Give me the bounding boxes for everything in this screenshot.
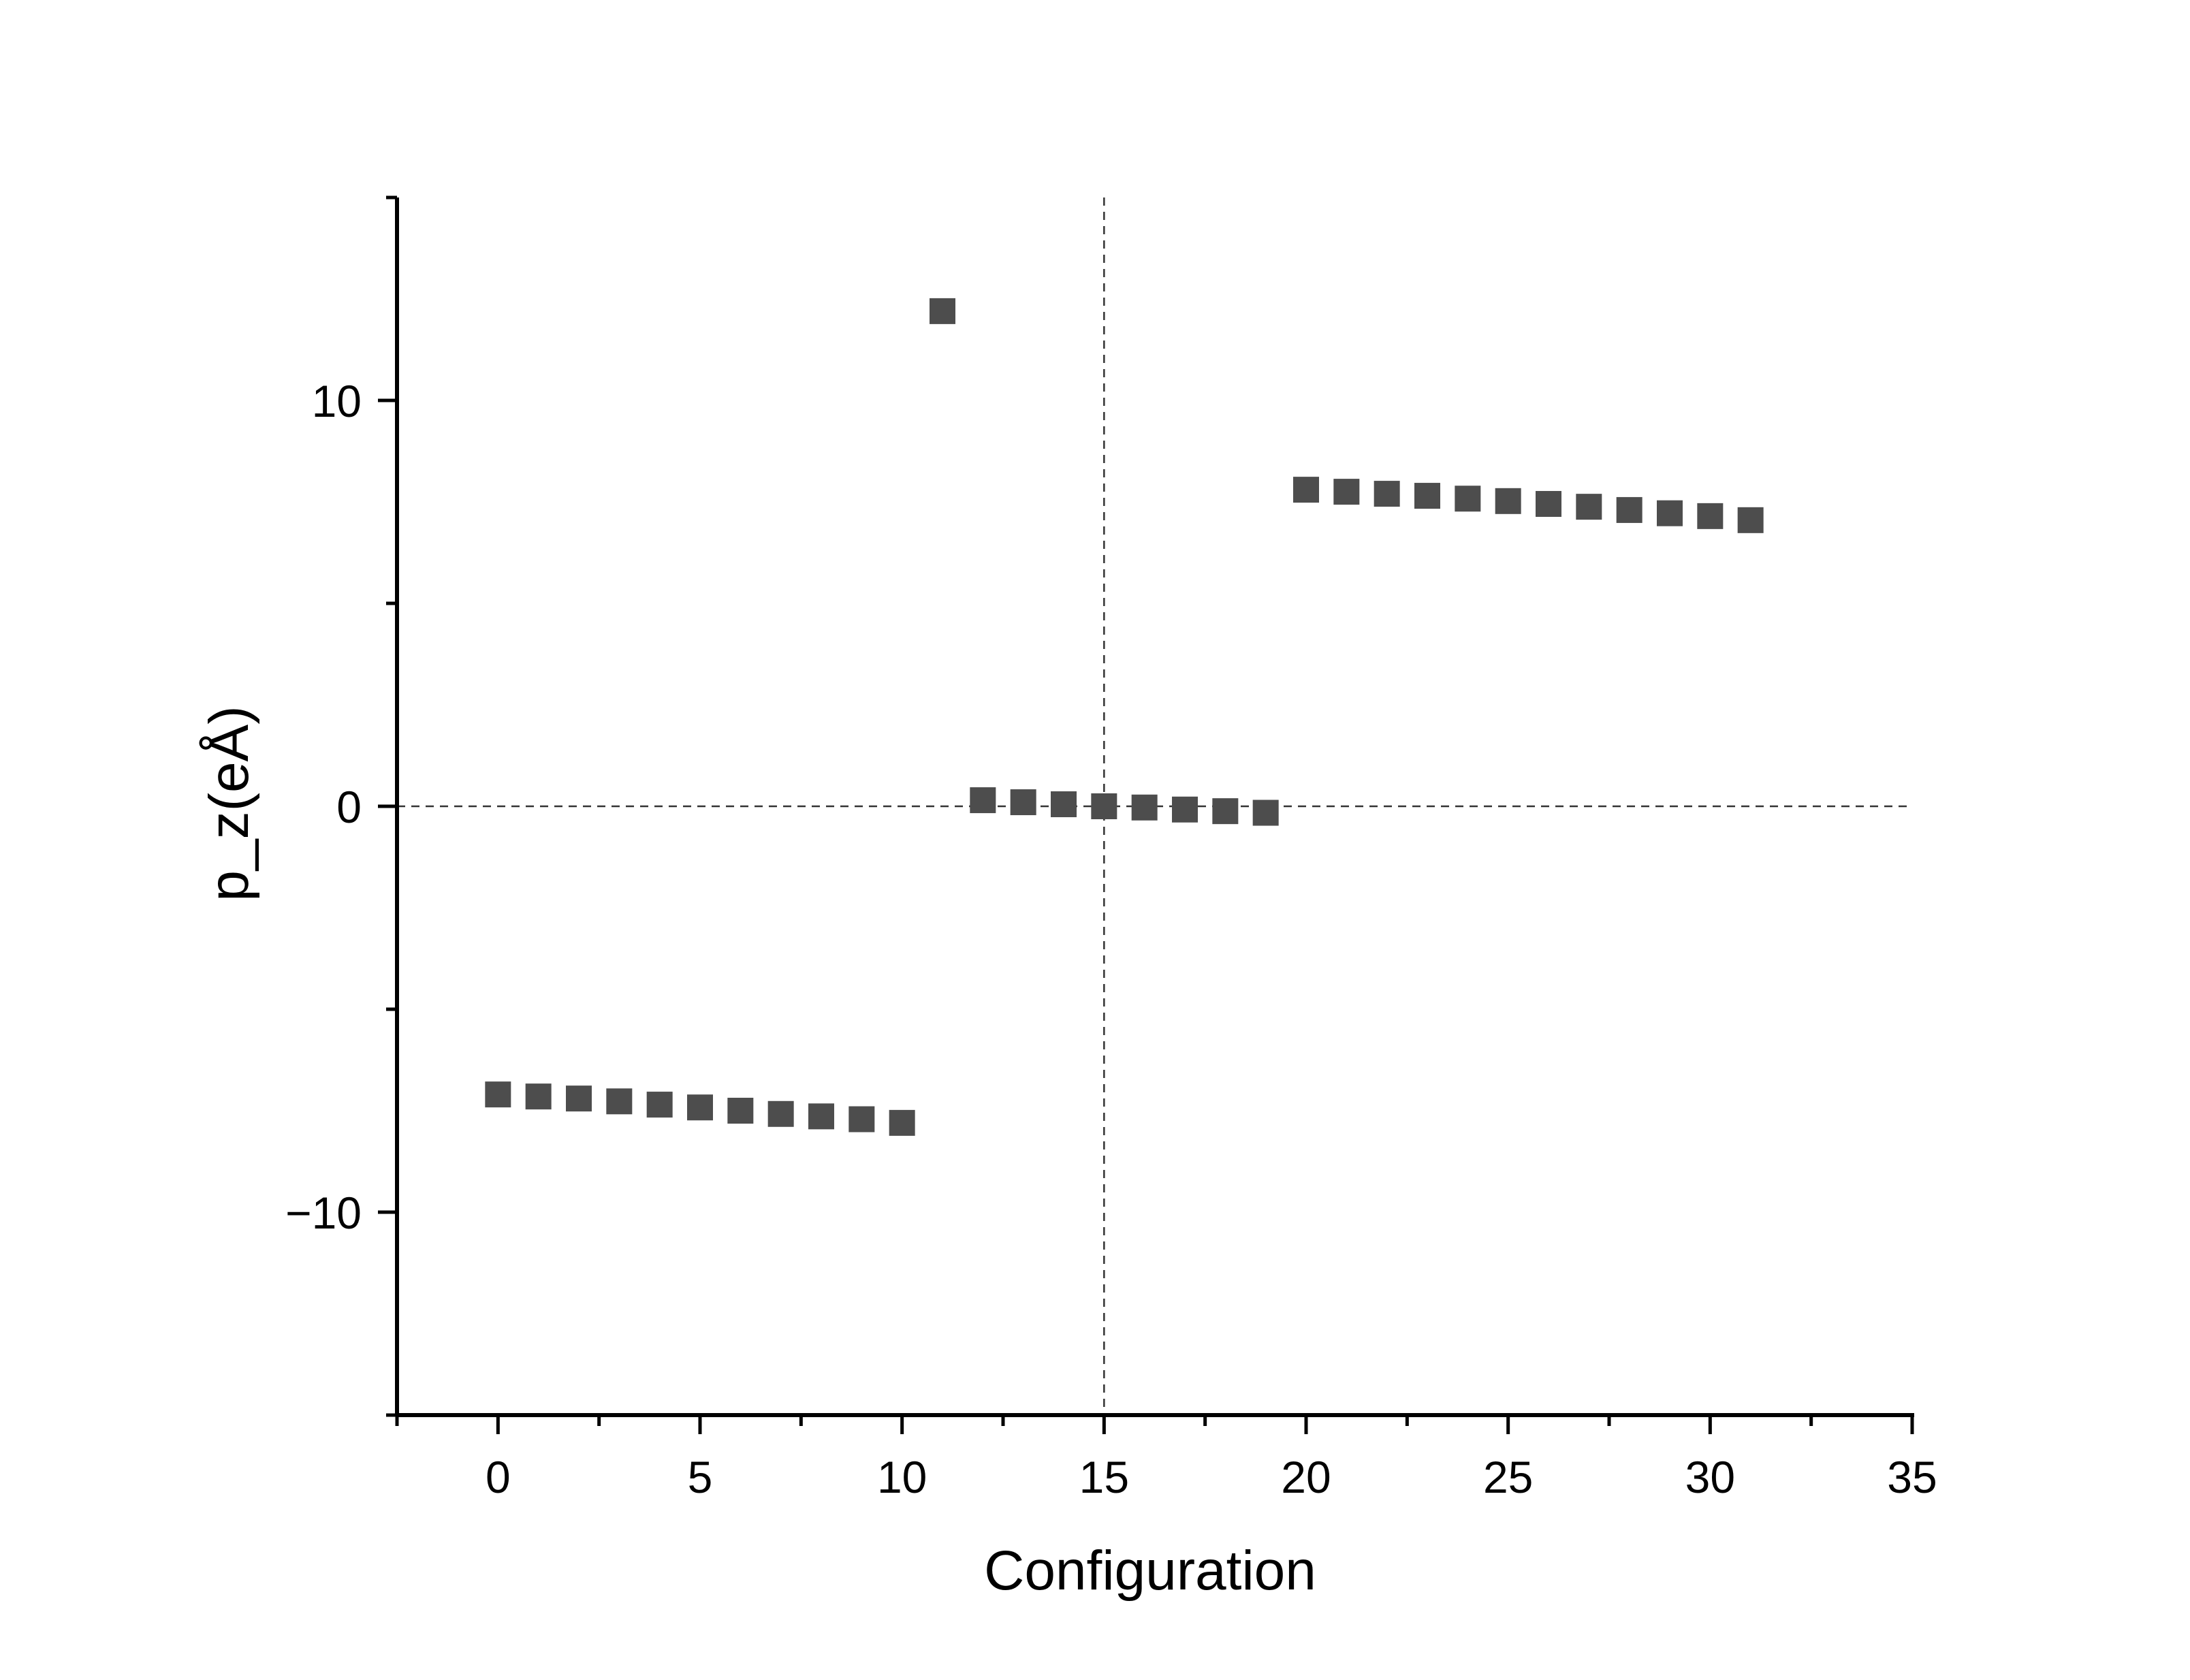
data-point bbox=[1172, 796, 1198, 823]
data-point bbox=[1010, 789, 1036, 816]
data-points bbox=[485, 298, 1764, 1136]
data-point bbox=[1576, 494, 1602, 520]
data-point bbox=[727, 1098, 754, 1124]
x-tick-label: 20 bbox=[1281, 1452, 1331, 1502]
x-axis-title: Configuration bbox=[984, 1540, 1316, 1602]
x-tick-label: 0 bbox=[486, 1452, 511, 1502]
y-tick-label: 10 bbox=[312, 376, 362, 426]
data-point bbox=[485, 1081, 511, 1108]
y-tick-label: −10 bbox=[285, 1188, 362, 1238]
x-tick-label: 15 bbox=[1079, 1452, 1129, 1502]
data-point bbox=[1333, 479, 1360, 505]
data-point bbox=[1374, 481, 1400, 507]
x-tick-label: 25 bbox=[1483, 1452, 1533, 1502]
x-tick-label: 10 bbox=[877, 1452, 927, 1502]
data-point bbox=[1131, 794, 1158, 821]
data-point bbox=[1495, 488, 1521, 514]
data-point bbox=[970, 787, 996, 814]
data-point bbox=[1616, 496, 1642, 523]
data-point bbox=[767, 1100, 794, 1127]
data-point bbox=[1697, 503, 1724, 529]
data-point bbox=[808, 1103, 834, 1130]
data-point bbox=[1293, 477, 1319, 503]
data-point bbox=[1455, 486, 1481, 512]
data-point bbox=[889, 1109, 915, 1136]
ticks: 0 5 10 15 20 25 30 35 −10 0 10 bbox=[285, 195, 1937, 1502]
data-point bbox=[930, 298, 955, 324]
data-point bbox=[1212, 798, 1239, 825]
data-point bbox=[1051, 791, 1077, 818]
y-tick-label: 0 bbox=[336, 782, 362, 832]
data-point bbox=[1536, 490, 1561, 517]
data-point bbox=[1252, 799, 1279, 826]
data-point bbox=[1737, 507, 1764, 533]
data-point bbox=[848, 1106, 875, 1132]
data-point bbox=[1657, 500, 1683, 526]
x-tick-label: 35 bbox=[1887, 1452, 1937, 1502]
data-point bbox=[646, 1092, 673, 1118]
data-point bbox=[1091, 793, 1117, 819]
data-point bbox=[687, 1094, 713, 1121]
data-point bbox=[606, 1088, 633, 1115]
data-point bbox=[525, 1083, 552, 1110]
data-point bbox=[1414, 483, 1440, 509]
y-axis-title: p_z(eÅ) bbox=[198, 706, 260, 901]
x-tick-label: 5 bbox=[688, 1452, 713, 1502]
data-point bbox=[566, 1085, 592, 1112]
x-tick-label: 30 bbox=[1685, 1452, 1735, 1502]
